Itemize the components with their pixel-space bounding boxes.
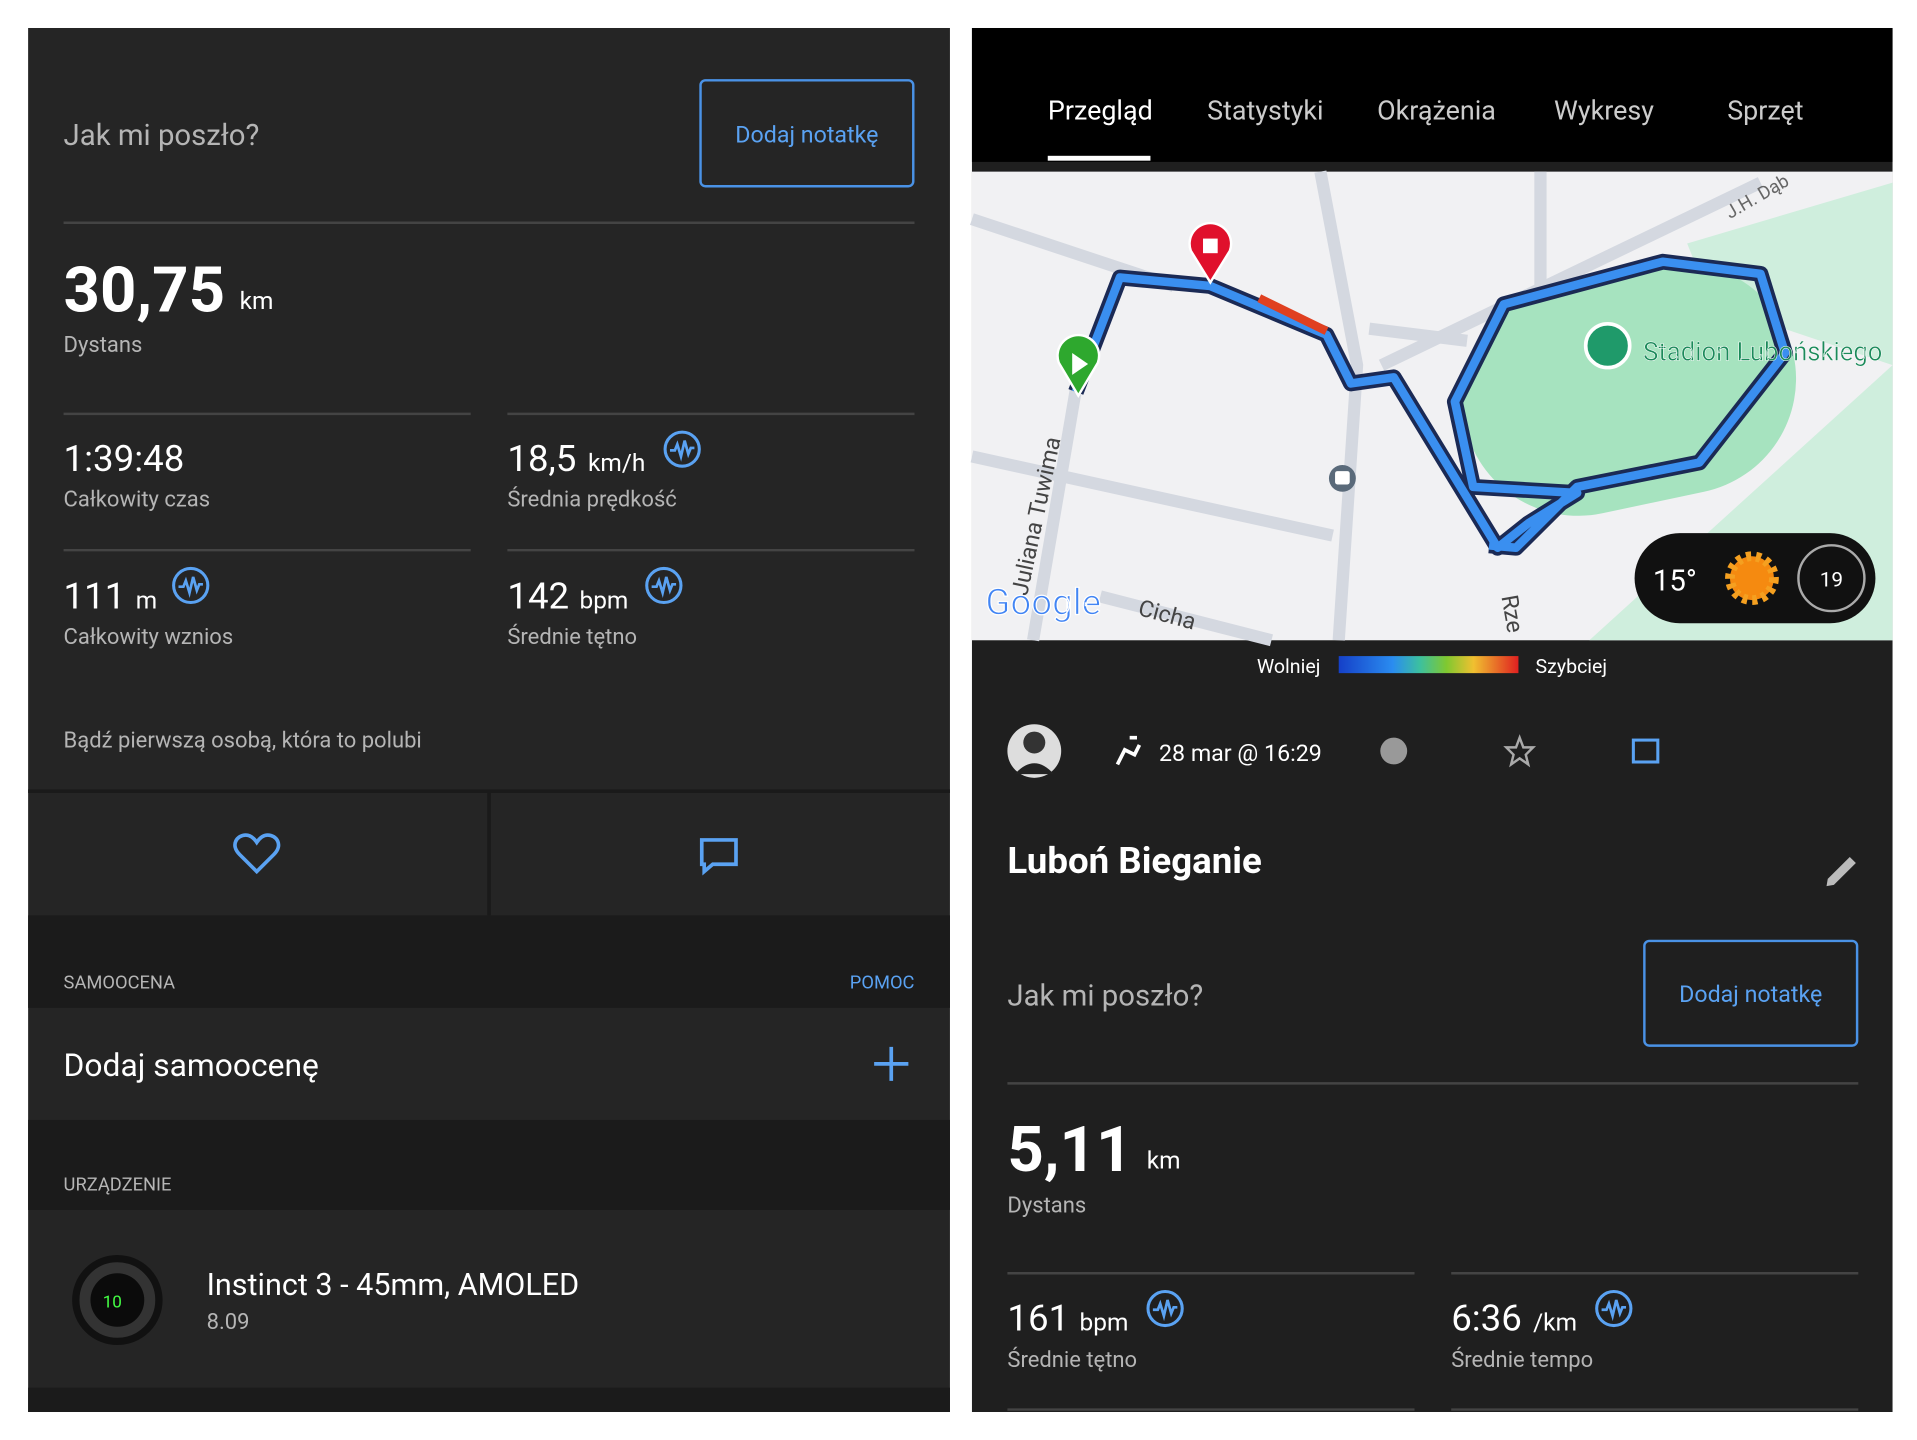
speed-scale: [1338, 656, 1519, 674]
tab[interactable]: Przegląd: [1048, 94, 1153, 126]
like-prompt: Bądź pierwszą osobą, która to polubi: [64, 728, 422, 753]
edit[interactable]: [1826, 856, 1856, 887]
activity-date: 28 mar @ 16:29: [1159, 740, 1322, 767]
comment-button[interactable]: [699, 838, 738, 876]
stat-label: Średnie tętno: [507, 623, 637, 650]
watch-icon: 10: [72, 1254, 163, 1346]
distance-unit: km: [1147, 1146, 1181, 1175]
stat-label: Całkowity czas: [64, 487, 211, 512]
add-photo[interactable]: [1631, 738, 1660, 764]
note-button[interactable]: [1643, 939, 1859, 1047]
tab[interactable]: Okrążenia: [1377, 94, 1496, 126]
stat-unit: bpm: [580, 586, 629, 615]
svg-text:10: 10: [103, 1292, 122, 1312]
distance-unit: km: [240, 286, 274, 315]
stat-value: 111: [64, 575, 126, 618]
stat-value: 161: [1007, 1297, 1069, 1340]
self-eval-action[interactable]: Dodaj samoocenę: [64, 1047, 319, 1084]
distance-label: Dystans: [1007, 1193, 1086, 1218]
map-street: Rze: [1495, 593, 1528, 635]
map-logo: Google: [985, 581, 1101, 624]
legend-slow: Wolniej: [1257, 655, 1321, 678]
map-place: Stadion Lubońskiego: [1643, 337, 1882, 367]
stat-value: 142: [507, 575, 569, 618]
like-button[interactable]: [233, 833, 281, 875]
stat-label: Średnie tętno: [1007, 1346, 1137, 1373]
device-name: Instinct 3 - 45mm, AMOLED: [207, 1268, 580, 1303]
note-prompt: Jak mi poszło?: [1007, 980, 1203, 1014]
wind-speed: 19: [1820, 569, 1843, 593]
note-button-label[interactable]: Dodaj notatkę: [1679, 981, 1822, 1008]
help-link[interactable]: POMOC: [850, 972, 915, 993]
stat-value: 6:36: [1451, 1297, 1522, 1340]
stat-value: 18,5: [507, 437, 576, 480]
stat-unit: km/h: [588, 448, 645, 477]
stat-unit: m: [136, 586, 157, 615]
section-header: URZĄDZENIE: [64, 1175, 172, 1196]
tab[interactable]: Wykresy: [1554, 94, 1654, 126]
distance-value: 30,75: [64, 254, 226, 328]
add-icon[interactable]: [874, 1046, 909, 1081]
activity-title: Luboń Bieganie: [1007, 839, 1261, 882]
stat-unit: /km: [1533, 1307, 1577, 1336]
distance-label: Dystans: [64, 333, 143, 358]
note-button[interactable]: [699, 79, 915, 188]
stat-unit: bpm: [1080, 1307, 1129, 1336]
section-header: SAMOOCENA: [64, 972, 176, 993]
tab[interactable]: Statystyki: [1207, 94, 1323, 126]
favorite[interactable]: [1503, 734, 1537, 768]
note-button-label[interactable]: Dodaj notatkę: [735, 121, 878, 148]
temperature: 15°: [1653, 564, 1697, 598]
distance-value: 5,11: [1007, 1113, 1132, 1187]
device-version: 8.09: [207, 1310, 250, 1335]
stat-value: 1:39:48: [64, 437, 185, 480]
note-prompt: Jak mi poszło?: [64, 119, 260, 153]
stat-label: Całkowity wznios: [64, 625, 234, 650]
map[interactable]: Stadion Lubońskiego J.H. Dąb Juliana Tuw…: [970, 170, 1893, 647]
legend-fast: Szybciej: [1536, 655, 1608, 678]
right-panel: Przegląd Statystyki Okrążenia Wykresy Sp…: [970, 27, 1893, 1413]
left-panel: Jak mi poszło? Dodaj notatkę 30,75 km Dy…: [28, 27, 950, 1413]
tab[interactable]: Sprzęt: [1727, 94, 1803, 126]
stat-label: Średnie tempo: [1451, 1346, 1593, 1373]
stat-label: Średnia prędkość: [507, 485, 676, 512]
